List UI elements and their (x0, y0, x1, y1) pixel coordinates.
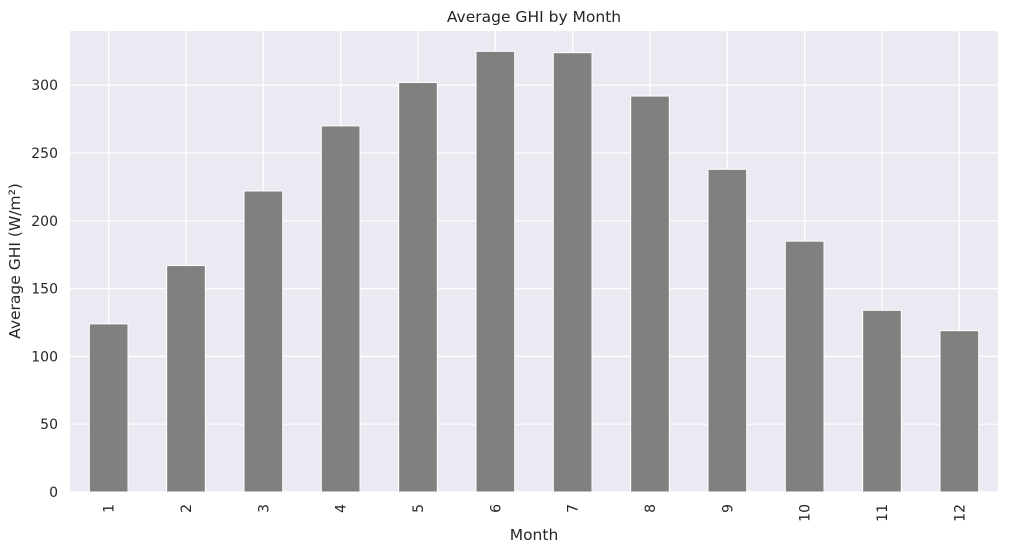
x-tick-label: 8 (643, 504, 659, 513)
bar-month-4 (320, 125, 361, 493)
y-tick-label: 0 (49, 485, 58, 501)
bar-month-12 (939, 330, 980, 493)
bar-month-3 (243, 190, 284, 493)
x-tick-label: 3 (256, 504, 272, 513)
x-tick-labels: 1 2 3 4 5 6 7 8 9 10 11 12 (102, 504, 969, 522)
y-tick-label: 100 (31, 349, 58, 365)
y-tick-label: 200 (31, 214, 58, 230)
bar-month-1 (88, 323, 129, 493)
plot-area (70, 31, 998, 492)
bar-month-5 (398, 82, 438, 493)
bar-month-6 (475, 50, 516, 493)
bar-month-10 (784, 240, 825, 493)
x-tick-label: 2 (179, 504, 195, 513)
y-tick-label: 300 (31, 78, 58, 94)
bar-month-11 (862, 309, 902, 493)
bar-month-8 (630, 95, 670, 493)
y-axis-title: Average GHI (W/m²) (6, 183, 24, 339)
y-tick-labels: 0 50 100 150 200 250 300 (31, 78, 58, 501)
x-tick-label: 11 (875, 504, 891, 522)
y-tick-label: 150 (31, 282, 58, 298)
bar-month-7 (552, 52, 593, 493)
x-tick-label: 6 (488, 504, 504, 513)
x-axis-title: Month (510, 526, 559, 544)
bar-month-9 (707, 168, 748, 493)
y-tick-label: 250 (31, 146, 58, 162)
x-tick-label: 7 (566, 504, 582, 513)
x-tick-label: 4 (334, 504, 350, 513)
bars (88, 50, 980, 493)
x-tick-label: 1 (102, 504, 118, 513)
chart-title: Average GHI by Month (447, 8, 621, 26)
x-tick-label: 10 (798, 504, 814, 522)
y-tick-label: 50 (40, 417, 58, 433)
x-tick-label: 5 (411, 504, 427, 513)
x-tick-label: 12 (952, 504, 968, 522)
bar-month-2 (166, 265, 206, 493)
x-tick-label: 9 (720, 504, 736, 513)
